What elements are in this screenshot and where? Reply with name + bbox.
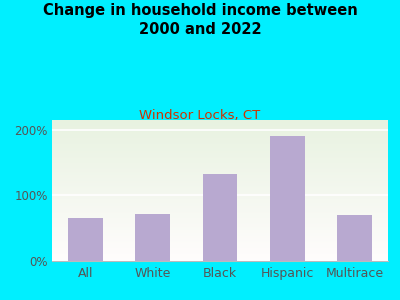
- Text: Change in household income between
2000 and 2022: Change in household income between 2000 …: [43, 3, 357, 37]
- Bar: [270, 136, 305, 261]
- Bar: [202, 174, 238, 261]
- Text: Windsor Locks, CT: Windsor Locks, CT: [139, 110, 261, 122]
- Bar: [337, 215, 372, 261]
- Bar: [135, 214, 170, 261]
- Bar: [68, 218, 103, 261]
